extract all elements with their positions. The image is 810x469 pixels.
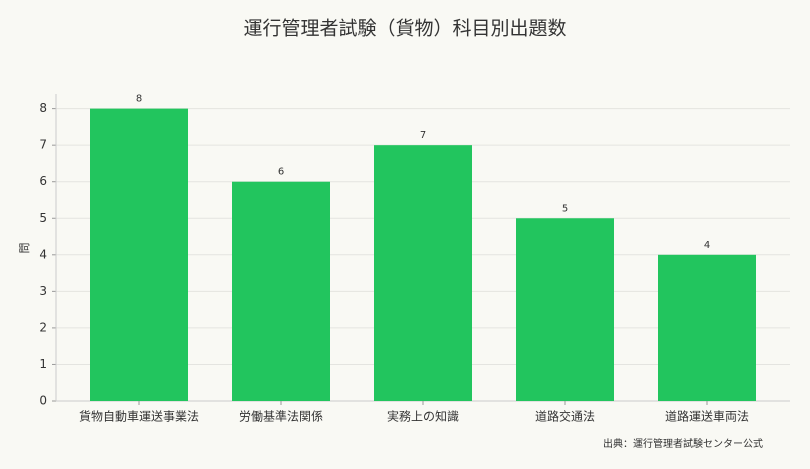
- x-tick-label: 道路運送車両法: [665, 409, 749, 424]
- x-tick-label: 労働基準法関係: [239, 409, 323, 424]
- data-label: 5: [562, 203, 568, 214]
- y-axis-label: 問: [18, 243, 31, 254]
- y-tick-label: 5: [39, 211, 47, 225]
- y-tick-label: 4: [39, 247, 47, 261]
- y-tick-label: 0: [39, 394, 47, 408]
- data-label: 4: [704, 240, 710, 251]
- bar: [374, 145, 472, 401]
- source-note: 出典：運行管理者試験センター公式: [603, 437, 763, 450]
- x-tick-label: 貨物自動車運送事業法: [79, 409, 199, 424]
- data-label: 8: [136, 94, 142, 105]
- x-tick-label: 実務上の知識: [387, 409, 459, 424]
- bar: [232, 181, 330, 401]
- bar: [516, 218, 614, 401]
- y-tick-label: 2: [39, 320, 47, 334]
- y-tick-label: 8: [39, 101, 47, 115]
- y-tick-label: 6: [39, 174, 47, 188]
- x-tick-label: 道路交通法: [535, 409, 595, 424]
- data-label: 6: [278, 167, 284, 178]
- y-tick-label: 1: [39, 357, 47, 371]
- bar: [658, 254, 756, 401]
- data-label: 7: [420, 130, 426, 141]
- bar: [90, 108, 188, 401]
- y-tick-label: 3: [39, 284, 47, 298]
- y-tick-label: 7: [39, 138, 47, 152]
- chart-title: 運行管理者試験（貨物）科目別出題数: [243, 18, 566, 40]
